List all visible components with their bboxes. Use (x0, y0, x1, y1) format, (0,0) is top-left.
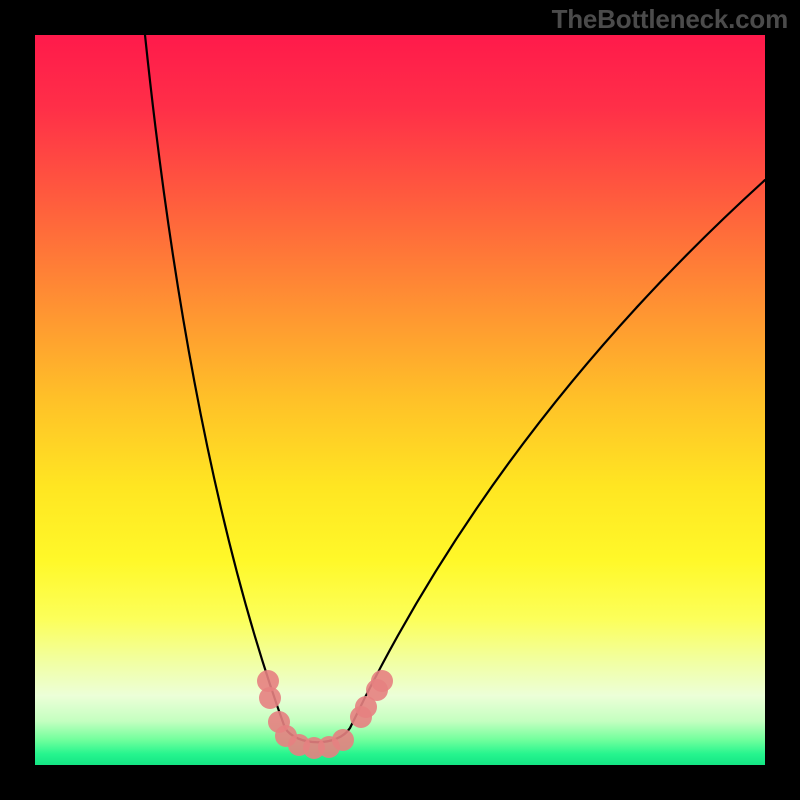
watermark-text: TheBottleneck.com (552, 4, 788, 35)
data-marker (332, 729, 354, 751)
plot-background (35, 35, 765, 765)
data-marker (371, 670, 393, 692)
data-marker (259, 687, 281, 709)
chart-svg (0, 0, 800, 800)
